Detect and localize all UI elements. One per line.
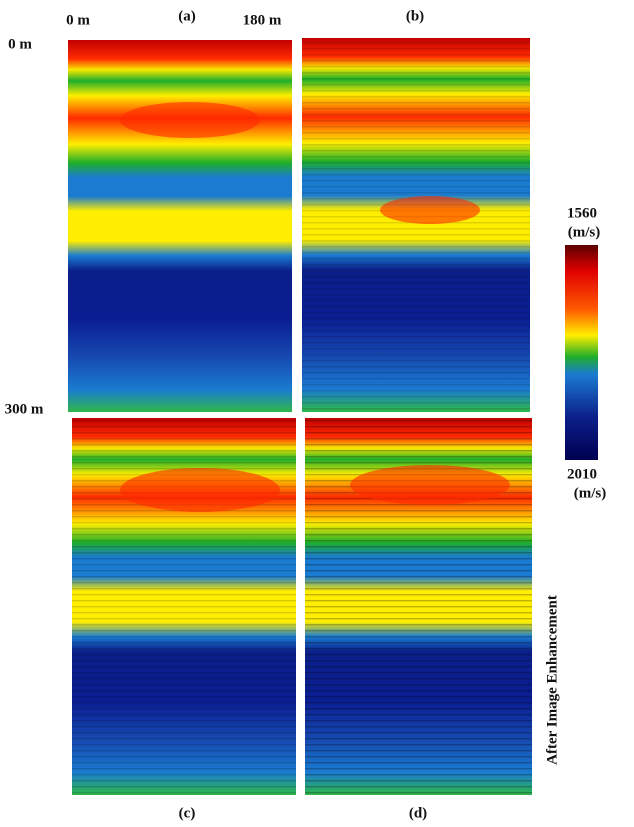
x-axis-start: 0 m [66,12,90,28]
colorbar-top-value: 1560 [567,205,597,221]
x-axis-end: 180 m [243,12,282,28]
blob [350,465,510,505]
panel-label: (d) [409,805,427,821]
colorbar [565,245,598,460]
y-axis-start: 0 m [8,36,32,52]
blob [120,468,280,512]
panel-label: (b) [406,8,424,24]
panel-image [68,40,292,412]
blob [120,102,260,138]
side-note: After Image Enhancement [544,595,560,765]
panel-label: (c) [179,805,196,821]
colorbar-bottom-value: 2010 [567,466,597,482]
colorbar-top-unit: (m/s) [568,224,601,240]
colorbar-bottom-unit: (m/s) [574,485,607,501]
y-axis-end: 300 m [5,401,44,417]
panel-label: (a) [178,8,196,24]
blob [380,196,480,224]
panel-texture [302,38,530,412]
